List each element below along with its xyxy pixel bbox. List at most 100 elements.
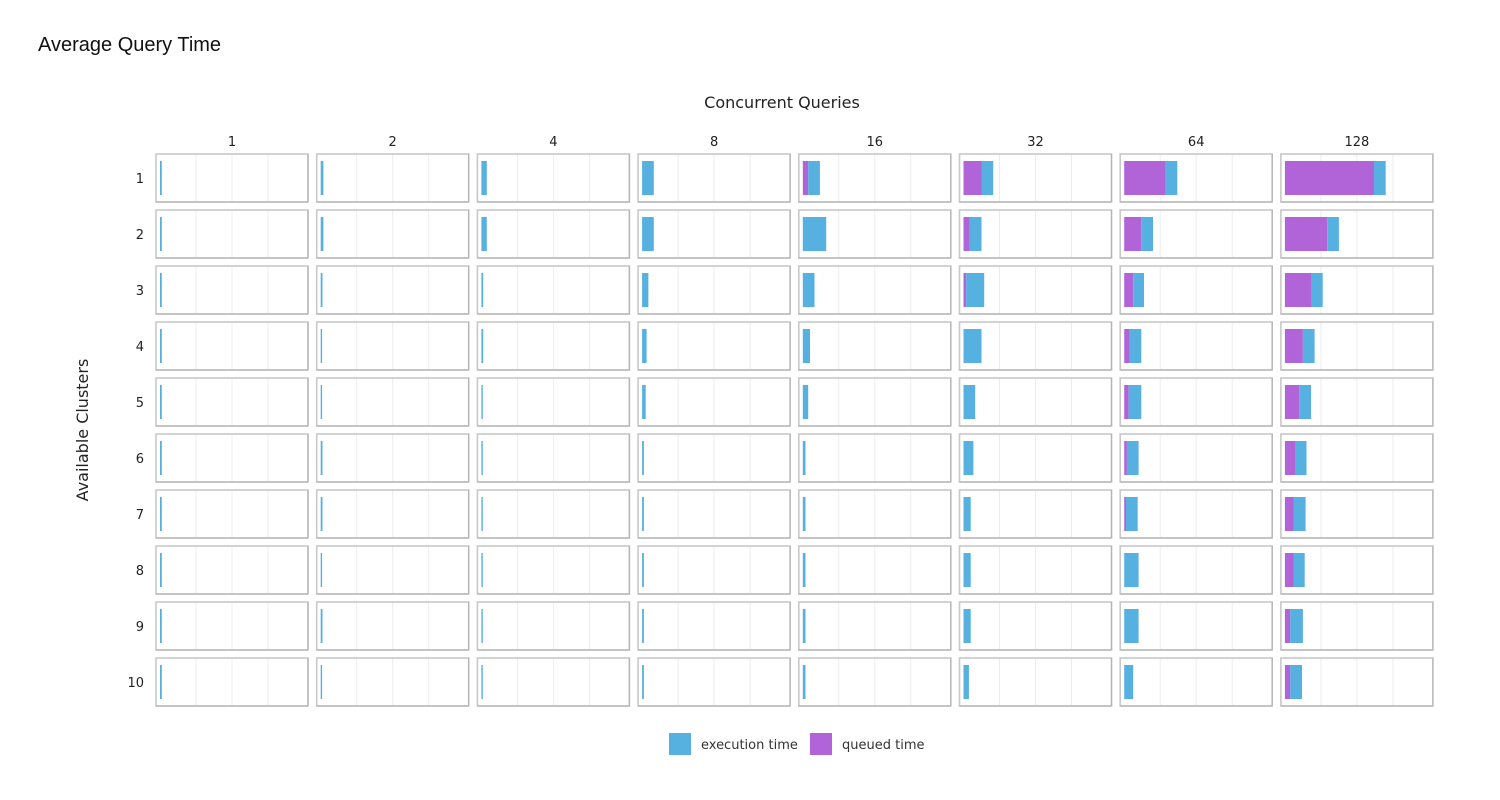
execution-time-bar (642, 665, 644, 699)
facet-panel (1119, 321, 1273, 371)
facet-panel (155, 265, 309, 315)
facet-panel (958, 545, 1113, 595)
facet-panel (155, 657, 309, 707)
facet-panel (476, 265, 631, 315)
facet-panel (637, 433, 791, 483)
facet-panel (1280, 265, 1434, 315)
queued-time-bar (1284, 665, 1291, 699)
facet-panel (315, 489, 470, 539)
facet-panel (958, 489, 1113, 539)
execution-time-bar (320, 385, 323, 419)
column-label: 1 (228, 135, 236, 150)
execution-time-bar (1124, 609, 1139, 643)
execution-time-bar (1128, 385, 1142, 419)
facet-panel (315, 545, 470, 595)
execution-time-bar (160, 273, 162, 307)
execution-time-bar (963, 329, 982, 363)
facet-panel (958, 153, 1113, 203)
execution-time-bar (642, 329, 647, 363)
facet-panel (958, 265, 1113, 315)
column-label: 128 (1344, 135, 1369, 150)
execution-time-bar (1327, 217, 1339, 251)
execution-time-bar (320, 273, 323, 307)
execution-time-bar (969, 217, 982, 251)
execution-time-bar (320, 161, 324, 195)
facet-panel (1280, 321, 1434, 371)
execution-time-bar (320, 609, 323, 643)
facet-panel (637, 545, 791, 595)
queued-time-bar (963, 217, 970, 251)
queued-time-bar (1124, 497, 1126, 531)
facet-panel (637, 153, 791, 203)
execution-time-bar (481, 441, 483, 475)
execution-time-bar (802, 273, 815, 307)
facet-panel (1280, 545, 1434, 595)
execution-time-bar (802, 329, 810, 363)
facet-panel (797, 657, 952, 707)
execution-time-bar (802, 441, 806, 475)
queued-time-bar (1284, 329, 1303, 363)
facet-panel (637, 657, 791, 707)
facet-panel (155, 545, 309, 595)
queued-time-bar (1284, 385, 1300, 419)
execution-time-bar (320, 441, 323, 475)
execution-time-bar (963, 497, 971, 531)
execution-time-bar (1126, 441, 1139, 475)
facet-panel (797, 321, 952, 371)
facet-panel (155, 433, 309, 483)
execution-time-bar (481, 553, 483, 587)
execution-time-bar (481, 497, 483, 531)
facet-panel (1119, 265, 1273, 315)
row-label: 6 (136, 452, 144, 467)
row-facet-title: Available Clusters (73, 359, 92, 502)
column-label: 32 (1027, 135, 1044, 150)
facet-panel (1280, 209, 1434, 259)
execution-time-bar (481, 217, 487, 251)
execution-time-bar (963, 609, 971, 643)
facet-panel (476, 657, 631, 707)
execution-time-bar (963, 553, 971, 587)
execution-time-bar (1290, 665, 1302, 699)
queued-time-bar (963, 161, 982, 195)
execution-time-bar (160, 385, 162, 419)
execution-time-bar (1165, 161, 1178, 195)
execution-time-bar (481, 161, 487, 195)
legend: execution time queued time (669, 733, 924, 755)
facet-panel (1119, 601, 1273, 651)
execution-time-bar (1299, 385, 1311, 419)
facet-panel (476, 153, 631, 203)
execution-time-bar (802, 553, 806, 587)
execution-time-bar (481, 385, 483, 419)
row-label: 10 (127, 676, 144, 691)
row-label: 2 (136, 228, 144, 243)
facet-panel (797, 489, 952, 539)
facet-panel (1119, 377, 1273, 427)
facet-panel (315, 601, 470, 651)
execution-time-bar (981, 161, 994, 195)
column-facet-title: Concurrent Queries (704, 93, 860, 112)
facet-panel (315, 153, 470, 203)
execution-time-bar (481, 665, 483, 699)
facet-panel (1119, 153, 1273, 203)
execution-time-bar (642, 609, 644, 643)
facet-panel (476, 209, 631, 259)
queued-time-bar (963, 273, 967, 307)
execution-time-bar (642, 497, 644, 531)
legend-swatch (810, 733, 832, 755)
row-label: 7 (136, 508, 144, 523)
facet-panel (1119, 657, 1273, 707)
facet-panel (1280, 433, 1434, 483)
facet-panel (1280, 489, 1434, 539)
column-label: 4 (549, 135, 557, 150)
column-strip-labels: 1 2 4 8 16 32 64 128 (228, 135, 1369, 150)
facet-panel (476, 489, 631, 539)
legend-swatch (669, 733, 691, 755)
execution-time-bar (320, 329, 323, 363)
facet-panel (637, 209, 791, 259)
row-label: 4 (136, 340, 144, 355)
queued-time-bar (1284, 609, 1291, 643)
execution-time-bar (1293, 553, 1305, 587)
row-strip-labels: 1 2 3 4 5 6 7 8 9 10 (127, 172, 144, 691)
queued-time-bar (1124, 161, 1166, 195)
